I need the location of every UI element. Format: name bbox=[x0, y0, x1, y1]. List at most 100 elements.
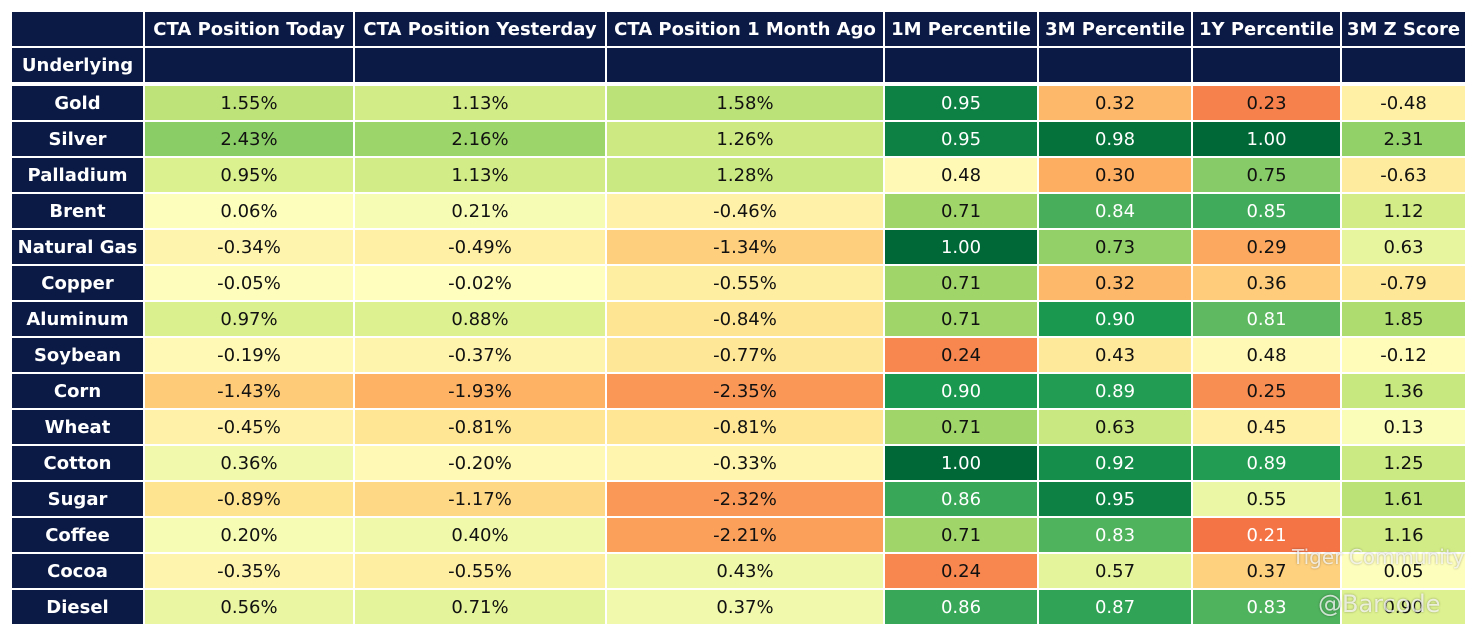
heat-cell: -0.46% bbox=[607, 194, 883, 228]
header-blank bbox=[355, 48, 605, 82]
heat-cell: -2.35% bbox=[607, 374, 883, 408]
heat-cell: 2.16% bbox=[355, 122, 605, 156]
heat-cell: -0.20% bbox=[355, 446, 605, 480]
heat-cell: 1.58% bbox=[607, 86, 883, 120]
heat-cell: -0.19% bbox=[145, 338, 353, 372]
heat-cell: -0.33% bbox=[607, 446, 883, 480]
heat-cell: 0.23 bbox=[1193, 86, 1340, 120]
heat-cell: -0.02% bbox=[355, 266, 605, 300]
heat-cell: 0.71 bbox=[885, 302, 1037, 336]
heat-cell: 0.13 bbox=[1342, 410, 1465, 444]
column-header: 3M Z Score bbox=[1342, 12, 1465, 46]
heat-cell: 0.37 bbox=[1193, 554, 1340, 588]
row-label: Cotton bbox=[12, 446, 143, 480]
heat-cell: -0.81% bbox=[607, 410, 883, 444]
heat-cell: 0.57 bbox=[1039, 554, 1191, 588]
heat-cell: -1.17% bbox=[355, 482, 605, 516]
heat-cell: 2.31 bbox=[1342, 122, 1465, 156]
heat-cell: 0.86 bbox=[885, 482, 1037, 516]
row-label: Cocoa bbox=[12, 554, 143, 588]
heat-cell: 1.13% bbox=[355, 86, 605, 120]
heat-cell: 0.32 bbox=[1039, 86, 1191, 120]
heat-cell: -0.45% bbox=[145, 410, 353, 444]
heat-cell: 0.83 bbox=[1193, 590, 1340, 624]
heat-cell: 0.90 bbox=[1039, 302, 1191, 336]
heat-cell: -0.79 bbox=[1342, 266, 1465, 300]
row-header-label: Underlying bbox=[12, 48, 143, 82]
heat-cell: 0.71 bbox=[885, 410, 1037, 444]
heat-cell: 0.83 bbox=[1039, 518, 1191, 552]
row-label: Copper bbox=[12, 266, 143, 300]
heat-cell: 0.36% bbox=[145, 446, 353, 480]
heat-cell: 0.24 bbox=[885, 554, 1037, 588]
heat-cell: 1.00 bbox=[885, 446, 1037, 480]
heat-cell: 0.71% bbox=[355, 590, 605, 624]
heat-cell: -1.34% bbox=[607, 230, 883, 264]
row-label: Corn bbox=[12, 374, 143, 408]
heat-cell: -0.48 bbox=[1342, 86, 1465, 120]
heat-cell: -0.34% bbox=[145, 230, 353, 264]
heat-cell: 1.13% bbox=[355, 158, 605, 192]
heat-cell: 0.90 bbox=[885, 374, 1037, 408]
heat-cell: -1.93% bbox=[355, 374, 605, 408]
heat-cell: 0.05 bbox=[1342, 554, 1465, 588]
header-blank bbox=[1193, 48, 1340, 82]
heat-cell: 1.55% bbox=[145, 86, 353, 120]
heat-cell: 0.85 bbox=[1193, 194, 1340, 228]
row-label: Silver bbox=[12, 122, 143, 156]
heat-cell: 0.36 bbox=[1193, 266, 1340, 300]
heat-cell: 0.95% bbox=[145, 158, 353, 192]
row-label: Palladium bbox=[12, 158, 143, 192]
heat-cell: -0.55% bbox=[607, 266, 883, 300]
heat-cell: 0.98 bbox=[1039, 122, 1191, 156]
heat-cell: 0.89 bbox=[1193, 446, 1340, 480]
heat-cell: -1.43% bbox=[145, 374, 353, 408]
heat-cell: 0.63 bbox=[1039, 410, 1191, 444]
heat-cell: 1.25 bbox=[1342, 446, 1465, 480]
heat-cell: -0.55% bbox=[355, 554, 605, 588]
heat-cell: 0.32 bbox=[1039, 266, 1191, 300]
heat-cell: 0.43% bbox=[607, 554, 883, 588]
heat-cell: 2.43% bbox=[145, 122, 353, 156]
heat-cell: 0.29 bbox=[1193, 230, 1340, 264]
heat-cell: 0.48 bbox=[885, 158, 1037, 192]
row-label: Gold bbox=[12, 86, 143, 120]
row-label: Aluminum bbox=[12, 302, 143, 336]
heat-cell: 0.86 bbox=[885, 590, 1037, 624]
header-blank bbox=[1342, 48, 1465, 82]
header-blank bbox=[1039, 48, 1191, 82]
column-header: CTA Position 1 Month Ago bbox=[607, 12, 883, 46]
heat-cell: 0.89 bbox=[1039, 374, 1191, 408]
column-header: CTA Position Yesterday bbox=[355, 12, 605, 46]
header-blank bbox=[145, 48, 353, 82]
heat-cell: -0.63 bbox=[1342, 158, 1465, 192]
heat-cell: -0.12 bbox=[1342, 338, 1465, 372]
heat-cell: 0.71 bbox=[885, 194, 1037, 228]
row-label: Diesel bbox=[12, 590, 143, 624]
heat-cell: 0.55 bbox=[1193, 482, 1340, 516]
heat-cell: 0.43 bbox=[1039, 338, 1191, 372]
heat-cell: 0.40% bbox=[355, 518, 605, 552]
heat-cell: 0.95 bbox=[1039, 482, 1191, 516]
heat-cell: 0.97% bbox=[145, 302, 353, 336]
heat-cell: 1.00 bbox=[885, 230, 1037, 264]
heat-cell: 0.81 bbox=[1193, 302, 1340, 336]
header-corner bbox=[12, 12, 143, 46]
heat-cell: -0.84% bbox=[607, 302, 883, 336]
heat-cell: 0.95 bbox=[885, 122, 1037, 156]
row-label: Natural Gas bbox=[12, 230, 143, 264]
heat-cell: 0.95 bbox=[885, 86, 1037, 120]
heat-cell: 0.92 bbox=[1039, 446, 1191, 480]
heat-cell: 0.75 bbox=[1193, 158, 1340, 192]
row-label: Soybean bbox=[12, 338, 143, 372]
heat-cell: 0.24 bbox=[885, 338, 1037, 372]
column-header: 1M Percentile bbox=[885, 12, 1037, 46]
heat-cell: 1.12 bbox=[1342, 194, 1465, 228]
watermark-brand: Tiger Community bbox=[1292, 545, 1465, 569]
heat-cell: 1.28% bbox=[607, 158, 883, 192]
heat-cell: -0.05% bbox=[145, 266, 353, 300]
heat-cell: 0.20% bbox=[145, 518, 353, 552]
heat-cell: -0.81% bbox=[355, 410, 605, 444]
watermark-handle: @Barcode bbox=[1318, 590, 1441, 618]
